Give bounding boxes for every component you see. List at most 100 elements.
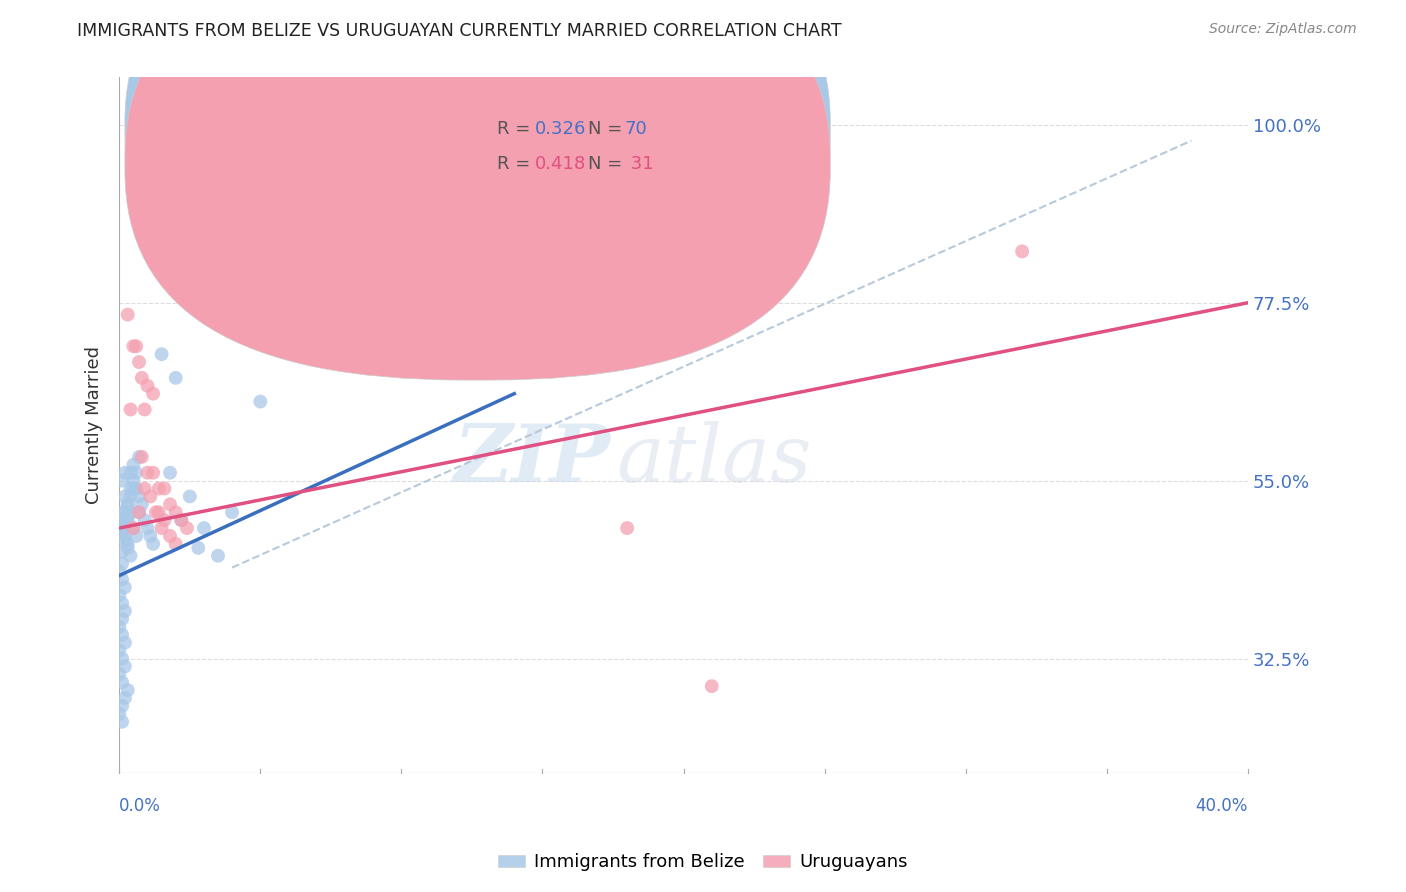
- Text: 0.0%: 0.0%: [120, 797, 162, 815]
- Point: [148, 505, 170, 519]
- Text: N =: N =: [588, 120, 621, 138]
- Point: [120, 490, 142, 504]
- Text: N =: N =: [588, 154, 621, 173]
- Text: 31: 31: [624, 154, 654, 173]
- Point: [122, 521, 145, 535]
- Point: [122, 521, 145, 535]
- Point: [108, 588, 131, 602]
- Point: [114, 659, 136, 673]
- Point: [221, 505, 243, 519]
- Point: [207, 549, 229, 563]
- Point: [120, 505, 142, 519]
- Point: [153, 482, 176, 496]
- Point: [111, 596, 134, 610]
- Point: [117, 541, 139, 555]
- Text: Source: ZipAtlas.com: Source: ZipAtlas.com: [1209, 22, 1357, 37]
- Point: [1011, 244, 1033, 259]
- Point: [111, 505, 134, 519]
- Point: [125, 339, 148, 353]
- Point: [114, 691, 136, 706]
- Point: [142, 466, 165, 480]
- Point: [145, 505, 167, 519]
- FancyBboxPatch shape: [125, 0, 831, 345]
- Point: [128, 490, 150, 504]
- Point: [111, 521, 134, 535]
- Point: [111, 714, 134, 729]
- Text: atlas: atlas: [616, 421, 811, 499]
- Point: [111, 474, 134, 488]
- Point: [111, 545, 134, 559]
- Point: [131, 497, 153, 511]
- Point: [142, 537, 165, 551]
- Point: [125, 482, 148, 496]
- Point: [108, 706, 131, 721]
- Point: [120, 466, 142, 480]
- Point: [122, 339, 145, 353]
- Point: [134, 402, 156, 417]
- Point: [114, 580, 136, 594]
- Point: [165, 371, 187, 385]
- Point: [120, 482, 142, 496]
- Text: 0.326: 0.326: [534, 120, 586, 138]
- Point: [117, 497, 139, 511]
- Point: [111, 651, 134, 665]
- Y-axis label: Currently Married: Currently Married: [86, 346, 103, 504]
- Point: [111, 513, 134, 527]
- Point: [114, 517, 136, 532]
- Point: [616, 521, 638, 535]
- Text: 0.418: 0.418: [534, 154, 586, 173]
- Point: [125, 466, 148, 480]
- Point: [114, 533, 136, 547]
- Text: 70: 70: [624, 120, 648, 138]
- Point: [111, 573, 134, 587]
- Point: [125, 529, 148, 543]
- Point: [249, 394, 271, 409]
- Point: [114, 636, 136, 650]
- Point: [122, 482, 145, 496]
- Point: [136, 466, 159, 480]
- Point: [108, 565, 131, 579]
- Point: [108, 643, 131, 657]
- Text: ZIP: ZIP: [453, 421, 610, 499]
- Point: [136, 521, 159, 535]
- Point: [122, 458, 145, 472]
- Point: [170, 513, 193, 527]
- Point: [128, 505, 150, 519]
- Point: [108, 667, 131, 681]
- Point: [108, 620, 131, 634]
- Point: [131, 371, 153, 385]
- Point: [117, 497, 139, 511]
- Text: R =: R =: [498, 120, 536, 138]
- Point: [128, 355, 150, 369]
- Point: [128, 450, 150, 464]
- Point: [134, 513, 156, 527]
- Point: [176, 521, 198, 535]
- Point: [114, 490, 136, 504]
- Point: [117, 513, 139, 527]
- Point: [165, 537, 187, 551]
- Point: [117, 683, 139, 698]
- Point: [159, 497, 181, 511]
- Point: [120, 549, 142, 563]
- Point: [187, 541, 209, 555]
- Point: [128, 505, 150, 519]
- Point: [111, 612, 134, 626]
- Point: [142, 386, 165, 401]
- Point: [111, 628, 134, 642]
- Text: R =: R =: [498, 154, 536, 173]
- Text: IMMIGRANTS FROM BELIZE VS URUGUAYAN CURRENTLY MARRIED CORRELATION CHART: IMMIGRANTS FROM BELIZE VS URUGUAYAN CURR…: [77, 22, 842, 40]
- Point: [159, 529, 181, 543]
- FancyBboxPatch shape: [453, 105, 700, 189]
- Point: [159, 466, 181, 480]
- Text: 40.0%: 40.0%: [1195, 797, 1249, 815]
- Point: [150, 347, 173, 361]
- FancyBboxPatch shape: [125, 0, 831, 380]
- Point: [111, 557, 134, 571]
- Point: [117, 308, 139, 322]
- Point: [150, 521, 173, 535]
- Point: [136, 378, 159, 392]
- Point: [111, 524, 134, 539]
- Point: [134, 482, 156, 496]
- Point: [131, 450, 153, 464]
- Point: [120, 402, 142, 417]
